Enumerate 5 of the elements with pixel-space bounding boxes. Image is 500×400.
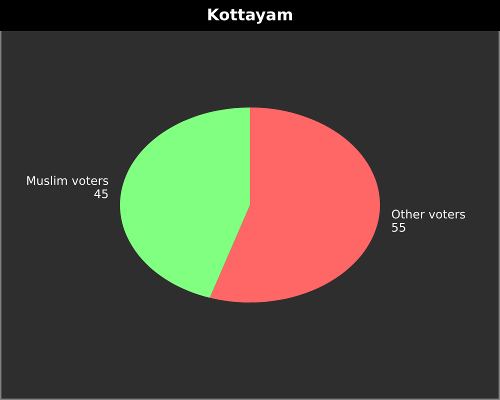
data-label: 45: [94, 189, 108, 198]
chart-title: Kottayam: [208, 8, 292, 24]
slice-label: Muslim voters: [27, 176, 108, 186]
data-label: 55: [392, 223, 406, 232]
slice-label: Other voters: [392, 209, 466, 219]
